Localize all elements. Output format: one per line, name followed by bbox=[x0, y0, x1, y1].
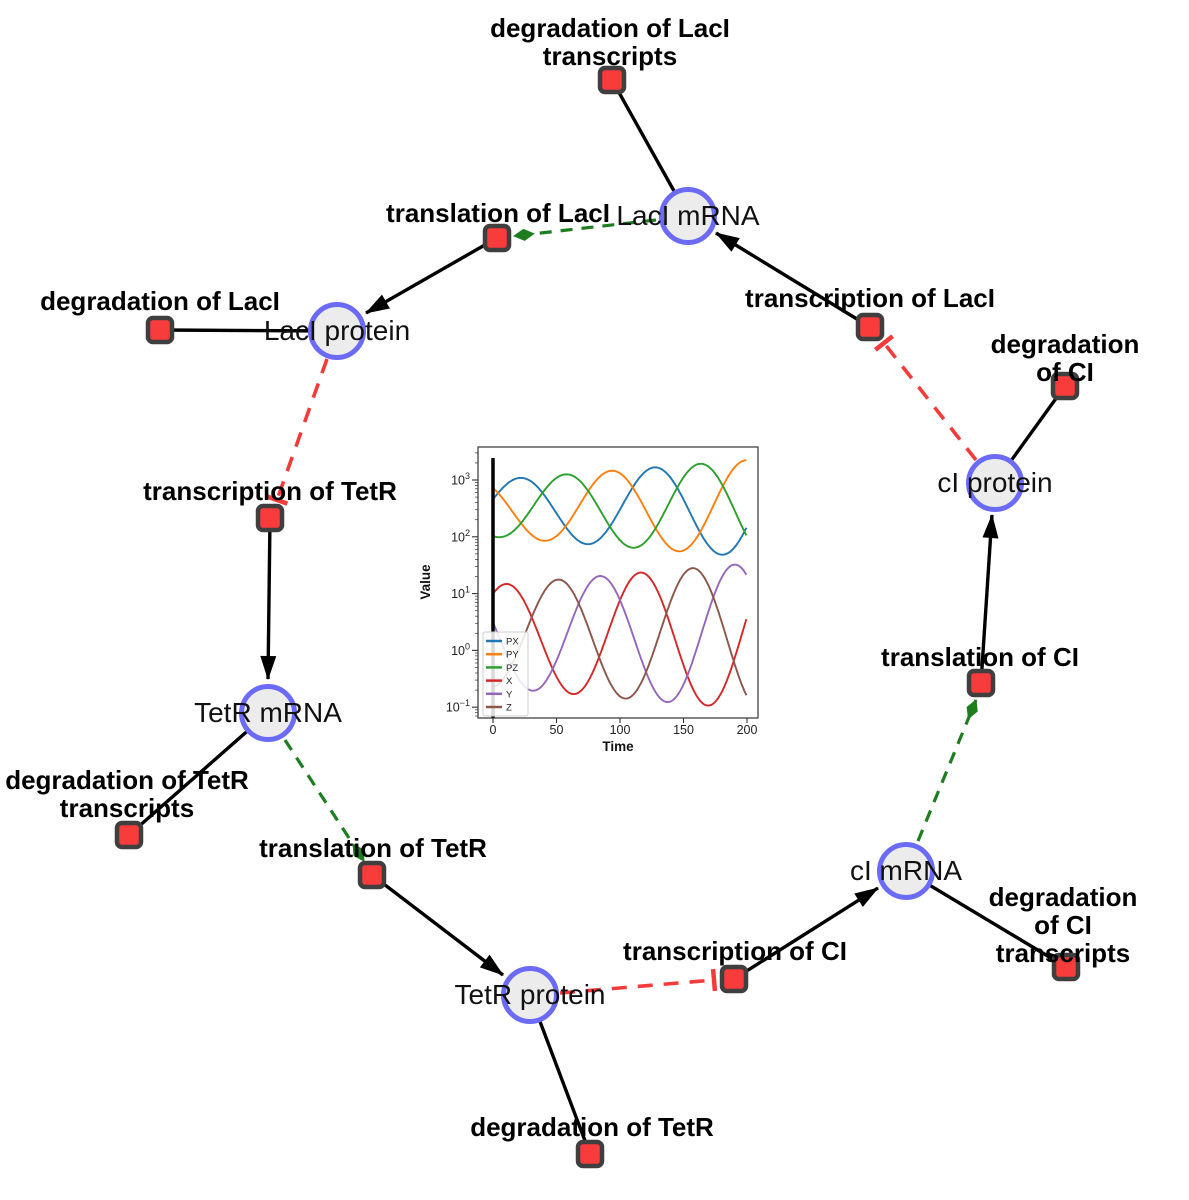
species-node-lacI-protein[interactable] bbox=[308, 302, 366, 360]
species-node-tetR-protein[interactable] bbox=[501, 966, 559, 1024]
edge-tetR-protein-inhibits-txCI bbox=[559, 968, 718, 995]
reaction-node-translation-of-tetR[interactable] bbox=[357, 860, 387, 890]
edge-lacI-mRNA-modifies-translation bbox=[513, 218, 657, 241]
axes-frame bbox=[477, 446, 759, 719]
legend-label-PY: PY bbox=[506, 650, 519, 661]
edge-cI-mRNA-to-degradation bbox=[905, 869, 1067, 969]
reaction-node-degradation-of-lacI[interactable] bbox=[145, 315, 175, 345]
y-tick-label: 101 bbox=[451, 585, 470, 602]
timecourse-chart: 0 50 100 150 20010310210110010−1TimeValuePXP… bbox=[418, 446, 759, 754]
reaction-node-degradation-of-tetR[interactable] bbox=[575, 1139, 605, 1169]
edge-lacI-protein-to-degradation bbox=[159, 328, 338, 333]
legend-label-X: X bbox=[506, 676, 513, 687]
chart-curves bbox=[492, 459, 748, 707]
edge-cI-mRNA-modifies-translation bbox=[916, 699, 978, 842]
edge-cI-protein-inhibits-txLacI bbox=[873, 334, 978, 462]
edges-layer bbox=[127, 79, 1067, 1155]
edge-transcription-cI-to-mRNA bbox=[733, 886, 879, 981]
reaction-node-degradation-of-cI-transcripts[interactable] bbox=[1051, 952, 1081, 982]
reaction-node-translation-of-lacI[interactable] bbox=[482, 223, 512, 253]
chart-legend: PX PY PZ XYZ bbox=[482, 631, 529, 717]
species-node-cI-protein[interactable] bbox=[966, 454, 1024, 512]
edge-tetR-mRNA-modifies-translation bbox=[283, 739, 366, 862]
edge-transcription-lacI-to-mRNA bbox=[715, 231, 871, 329]
series-curve-X bbox=[493, 571, 748, 707]
y-tick-label: 102 bbox=[451, 528, 470, 545]
reaction-node-transcription-of-lacI[interactable] bbox=[855, 312, 885, 342]
edge-lacI-protein-inhibits-txTetR bbox=[265, 358, 329, 506]
edge-translation-cI-to-protein bbox=[979, 514, 999, 684]
series-curve-Y bbox=[492, 563, 748, 704]
legend-label-PX: PX bbox=[506, 637, 519, 648]
edge-transcription-tetR-to-mRNA bbox=[260, 517, 277, 680]
y-axis: 103 102 101 100 10−1 bbox=[446, 452, 478, 717]
reaction-node-degradation-of-lacI-transcripts[interactable] bbox=[597, 65, 627, 95]
series-curve-PX bbox=[493, 466, 748, 556]
y-tick-label: 10−1 bbox=[446, 698, 470, 715]
reaction-node-transcription-of-cI[interactable] bbox=[719, 964, 749, 994]
series-curve-PZ bbox=[493, 462, 748, 549]
x-tick-label: 150 bbox=[673, 723, 694, 737]
reaction-node-translation-of-cI[interactable] bbox=[966, 668, 996, 698]
species-node-cI-mRNA[interactable] bbox=[877, 842, 935, 900]
x-tick-label: 100 bbox=[610, 723, 631, 737]
edge-tetR-mRNA-to-degradation bbox=[127, 711, 270, 837]
y-tick-label: 100 bbox=[451, 641, 470, 658]
nodes-layer bbox=[114, 65, 1081, 1169]
x-tick-label: 50 bbox=[550, 723, 564, 737]
x-tick-label: 200 bbox=[737, 723, 758, 737]
inset-plot: 0 50 100 150 200 103 102 101 100 10−1 Time Value PX P… bbox=[416, 436, 770, 765]
edge-translation-lacI-to-protein bbox=[365, 236, 498, 315]
y-axis-title: Value bbox=[418, 564, 433, 600]
species-node-tetR-mRNA[interactable] bbox=[239, 684, 297, 742]
reaction-node-degradation-of-cI[interactable] bbox=[1050, 371, 1080, 401]
x-axis-title: Time bbox=[602, 739, 634, 754]
legend-label-PZ: PZ bbox=[506, 663, 518, 674]
y-tick-label: 103 bbox=[451, 471, 470, 488]
series-curve-Z bbox=[493, 567, 748, 700]
reaction-node-degradation-of-tetR-transcripts[interactable] bbox=[114, 820, 144, 850]
legend-label-Z: Z bbox=[506, 703, 512, 714]
edge-translation-tetR-to-protein bbox=[370, 873, 505, 977]
reaction-node-transcription-of-tetR[interactable] bbox=[255, 503, 285, 533]
species-node-lacI-mRNA[interactable] bbox=[659, 187, 717, 245]
legend-label-Y: Y bbox=[506, 689, 513, 700]
x-tick-label: 0 bbox=[490, 723, 497, 737]
x-axis: 0 50 100 150 200 bbox=[490, 718, 758, 737]
series-curve-PY bbox=[493, 459, 747, 553]
